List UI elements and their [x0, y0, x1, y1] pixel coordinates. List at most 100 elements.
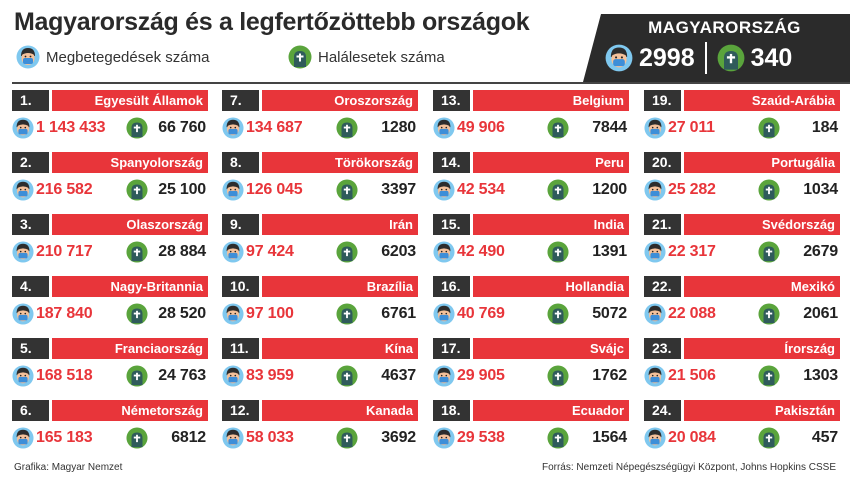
country-rank: 19. [644, 90, 681, 111]
country-name: Pakisztán [684, 400, 840, 421]
country-name: Írország [684, 338, 840, 359]
patient-icon [605, 44, 633, 72]
country-name: Peru [473, 152, 629, 173]
country-name: Franciaország [52, 338, 208, 359]
country-name: Mexikó [684, 276, 840, 297]
country-cases: 21 506 [668, 367, 716, 384]
patient-icon [644, 303, 666, 330]
grave-icon [336, 427, 358, 454]
country-card: 2. Spanyolország 216 582 25 100 [12, 152, 208, 208]
country-card: 9. Irán 97 424 6203 [222, 214, 418, 270]
grave-icon [547, 365, 569, 392]
country-card: 22. Mexikó 22 088 2061 [644, 276, 840, 332]
country-card: 1. Egyesült Államok 1 143 433 66 760 [12, 90, 208, 146]
country-card: 5. Franciaország 168 518 24 763 [12, 338, 208, 394]
country-rank: 23. [644, 338, 681, 359]
patient-icon [644, 117, 666, 144]
patient-icon [222, 303, 244, 330]
patient-icon [16, 45, 40, 69]
country-deaths: 1200 [592, 181, 627, 198]
country-cases: 210 717 [36, 243, 93, 260]
country-cases: 97 424 [246, 243, 294, 260]
country-rank: 13. [433, 90, 470, 111]
country-rank: 18. [433, 400, 470, 421]
country-cases: 134 687 [246, 119, 303, 136]
patient-icon [12, 303, 34, 330]
country-deaths: 457 [811, 429, 838, 446]
patient-icon [222, 179, 244, 206]
country-name: Portugália [684, 152, 840, 173]
divider [704, 42, 707, 74]
country-card: 23. Írország 21 506 1303 [644, 338, 840, 394]
grave-icon [336, 303, 358, 330]
country-rank: 16. [433, 276, 470, 297]
country-deaths: 184 [811, 119, 838, 136]
country-card: 3. Olaszország 210 717 28 884 [12, 214, 208, 270]
patient-icon [433, 427, 455, 454]
country-rank: 2. [12, 152, 49, 173]
country-card: 21. Svédország 22 317 2679 [644, 214, 840, 270]
country-cases: 27 011 [668, 119, 715, 136]
country-name: Törökország [262, 152, 418, 173]
grave-icon [758, 427, 780, 454]
country-name: Svájc [473, 338, 629, 359]
country-card: 17. Svájc 29 905 1762 [433, 338, 629, 394]
country-cases: 22 088 [668, 305, 716, 322]
grave-icon [336, 117, 358, 144]
grave-icon [288, 45, 312, 69]
footer-source: Forrás: Nemzeti Népegészségügyi Központ,… [541, 462, 836, 473]
country-deaths: 28 520 [158, 305, 206, 322]
country-deaths: 1762 [592, 367, 627, 384]
grave-icon [126, 303, 148, 330]
country-rank: 8. [222, 152, 259, 173]
country-card: 12. Kanada 58 033 3692 [222, 400, 418, 456]
hungary-cases: 2998 [639, 43, 695, 72]
country-deaths: 3397 [381, 181, 416, 198]
country-card: 14. Peru 42 534 1200 [433, 152, 629, 208]
patient-icon [12, 241, 34, 268]
patient-icon [644, 241, 666, 268]
country-cases: 97 100 [246, 305, 294, 322]
country-deaths: 25 100 [158, 181, 206, 198]
grave-icon [547, 117, 569, 144]
country-deaths: 1034 [803, 181, 838, 198]
country-name: Svédország [684, 214, 840, 235]
hungary-name: MAGYARORSZÁG [648, 18, 801, 37]
country-card: 16. Hollandia 40 769 5072 [433, 276, 629, 332]
country-name: Kína [262, 338, 418, 359]
legend-cases: Megbetegedések száma [16, 45, 209, 69]
country-rank: 6. [12, 400, 49, 421]
country-card: 18. Ecuador 29 538 1564 [433, 400, 629, 456]
patient-icon [433, 303, 455, 330]
country-cases: 42 534 [457, 181, 505, 198]
country-rank: 11. [222, 338, 259, 359]
grave-icon [336, 179, 358, 206]
country-deaths: 66 760 [158, 119, 206, 136]
country-deaths: 6203 [381, 243, 416, 260]
grave-icon [547, 303, 569, 330]
country-name: Németország [52, 400, 208, 421]
grave-icon [126, 365, 148, 392]
country-deaths: 2679 [803, 243, 838, 260]
country-rank: 21. [644, 214, 681, 235]
country-name: Brazília [262, 276, 418, 297]
country-rank: 4. [12, 276, 49, 297]
country-deaths: 28 884 [158, 243, 206, 260]
country-cases: 25 282 [668, 181, 716, 198]
patient-icon [644, 427, 666, 454]
country-cases: 22 317 [668, 243, 716, 260]
patient-icon [644, 179, 666, 206]
country-card: 24. Pakisztán 20 084 457 [644, 400, 840, 456]
patient-icon [12, 117, 34, 144]
page-title: Magyarország és a legfertőzöttebb ország… [14, 8, 530, 36]
patient-icon [222, 427, 244, 454]
country-cases: 58 033 [246, 429, 294, 446]
patient-icon [12, 427, 34, 454]
country-deaths: 1280 [381, 119, 416, 136]
country-deaths: 1564 [592, 429, 627, 446]
country-cases: 20 084 [668, 429, 716, 446]
patient-icon [433, 365, 455, 392]
country-rank: 14. [433, 152, 470, 173]
legend-deaths: Halálesetek száma [288, 45, 445, 69]
country-card: 10. Brazília 97 100 6761 [222, 276, 418, 332]
